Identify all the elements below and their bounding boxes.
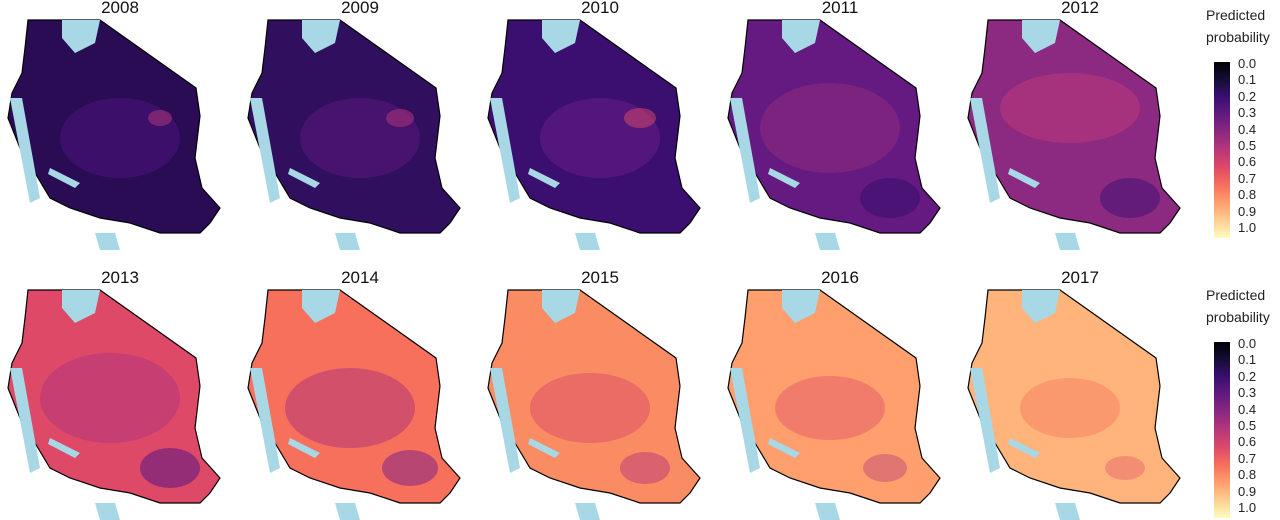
tanzania-map (727, 289, 941, 520)
map-panel-2011: 2011 (720, 0, 960, 250)
colorbar-ticks: 0.0 0.1 0.2 0.3 0.4 0.5 0.6 0.7 0.8 0.9 1.0 (1238, 56, 1257, 236)
legend-title: Predicted probability (1206, 287, 1270, 325)
map-panel-2014: 2014 (240, 268, 480, 520)
map-panel-2010: 2010 (480, 0, 720, 250)
legend-title: Predicted probability (1206, 7, 1270, 45)
panel-title: 2008 (101, 0, 139, 17)
panel-title: 2009 (341, 0, 379, 17)
tanzania-map (727, 19, 941, 250)
map-panel-2017: 2017 (960, 268, 1200, 520)
tanzania-map (247, 19, 461, 250)
panel-title: 2015 (581, 268, 619, 287)
panel-title: 2012 (1061, 0, 1099, 17)
tanzania-map (967, 289, 1181, 520)
map-panel-2016: 2016 (720, 268, 960, 520)
colorbar (1214, 62, 1230, 238)
panel-title: 2010 (581, 0, 619, 17)
map-panel-2015: 2015 (480, 268, 720, 520)
panel-title: 2014 (341, 268, 379, 287)
tanzania-map (967, 19, 1181, 250)
panel-title: 2011 (821, 0, 859, 17)
tanzania-map (487, 289, 701, 520)
tanzania-map (7, 289, 221, 520)
map-panel-2008: 2008 (0, 0, 240, 250)
panel-title: 2013 (101, 268, 139, 287)
panel-title: 2017 (1061, 268, 1099, 287)
map-panel-2013: 2013 (0, 268, 240, 520)
colorbar-legend-bottom: Predicted probability 0.0 0.1 0.2 0.3 0.4 0.… (1206, 284, 1280, 518)
colorbar-legend-top: Predicted probability 0.0 0.1 0.2 0.3 0.4 0.… (1206, 4, 1280, 238)
panel-title: 2016 (821, 268, 859, 287)
map-panel-2012: 2012 (960, 0, 1200, 250)
colorbar (1214, 342, 1230, 518)
colorbar-ticks: 0.0 0.1 0.2 0.3 0.4 0.5 0.6 0.7 0.8 0.9 1.0 (1238, 336, 1257, 516)
tanzania-map (487, 19, 701, 250)
map-panel-2009: 2009 (240, 0, 480, 250)
tanzania-map (7, 19, 221, 250)
tanzania-map (247, 289, 461, 520)
